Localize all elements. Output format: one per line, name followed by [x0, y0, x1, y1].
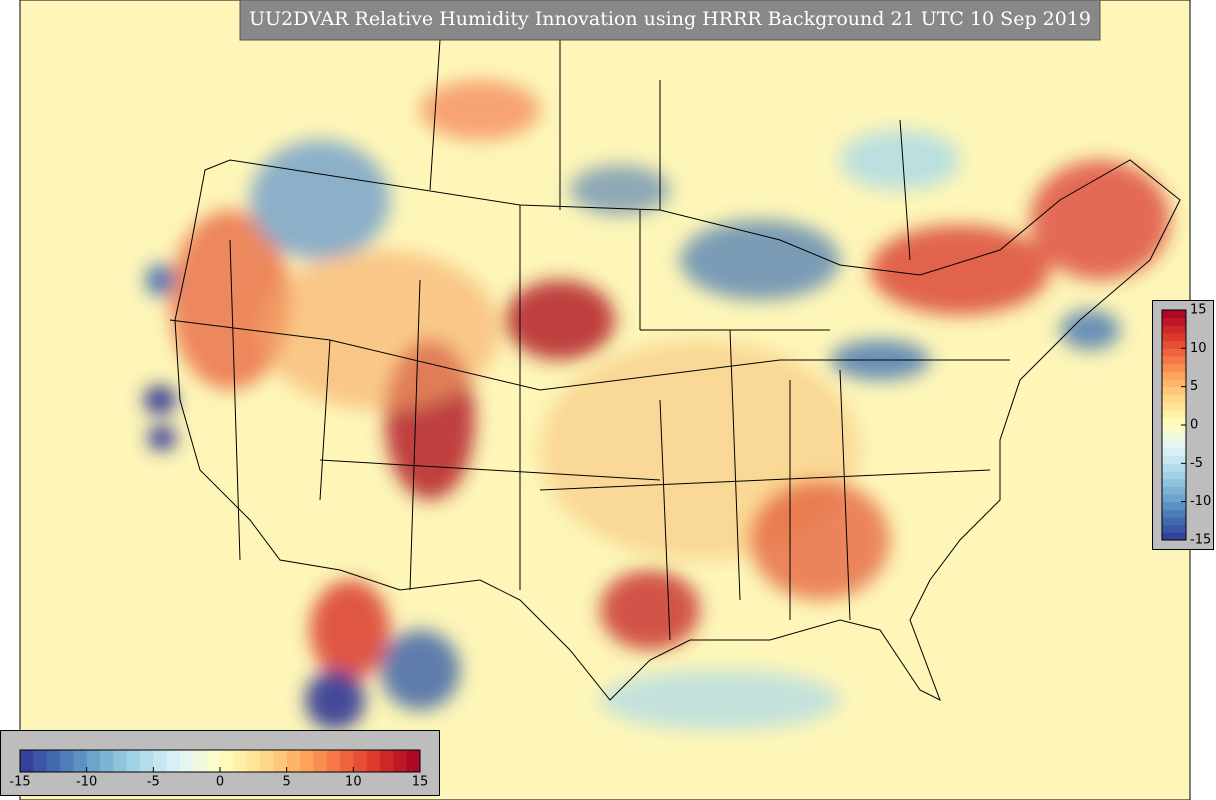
colorbar-step: [1162, 333, 1186, 342]
colorbar-step: [1162, 356, 1186, 365]
colorbar-step: [1162, 417, 1186, 426]
colorbar-tick-label: -5: [1190, 456, 1203, 471]
colorbar-step: [1162, 517, 1186, 526]
colorbar-step: [1162, 432, 1186, 441]
colorbar-step: [1162, 486, 1186, 495]
colorbar-step: [1162, 325, 1186, 334]
colorbar-step: [1162, 440, 1186, 449]
colorbar-tick-label: 5: [1190, 379, 1198, 394]
innovation-field: [144, 80, 1170, 730]
colorbar-step: [73, 750, 88, 772]
colorbar-tick-label: -5: [147, 775, 160, 790]
colorbar-step: [1162, 394, 1186, 403]
colorbar-step: [233, 750, 248, 772]
colorbar-step: [1162, 409, 1186, 418]
colorbar-step: [1162, 310, 1186, 319]
colorbar-step: [220, 750, 234, 772]
colorbar-tick-label: 15: [412, 775, 429, 790]
colorbar-tick-label: -10: [1190, 494, 1211, 509]
colorbar-step: [1162, 348, 1186, 357]
colorbar-step: [180, 750, 194, 772]
map-title: UU2DVAR Relative Humidity Innovation usi…: [249, 8, 1091, 30]
colorbar-step: [1162, 379, 1186, 388]
colorbar-step: [126, 750, 141, 772]
colorbar-step: [326, 750, 341, 772]
colorbar-step: [1162, 317, 1186, 326]
colorbar-step: [313, 750, 328, 772]
colorbar-step: [393, 750, 408, 772]
colorbar-step: [273, 750, 288, 772]
colorbar-tick-label: 15: [1190, 303, 1207, 318]
colorbar-step: [46, 750, 61, 772]
colorbar-step: [1162, 494, 1186, 503]
colorbar-step: [1162, 478, 1186, 487]
colorbar-step: [300, 750, 314, 772]
colorbar-step: [380, 750, 394, 772]
colorbar-step: [1162, 463, 1186, 472]
colorbar-step: [406, 750, 421, 772]
colorbar-tick-label: -10: [76, 775, 97, 790]
colorbar-tick-label: 10: [1190, 341, 1207, 356]
colorbar-step: [20, 750, 34, 772]
colorbar-tick-label: 10: [345, 775, 362, 790]
colorbar-step: [193, 750, 208, 772]
colorbar-step: [140, 750, 154, 772]
colorbar-step: [1162, 448, 1186, 457]
colorbar-step: [1162, 371, 1186, 380]
colorbar-tick-label: -15: [9, 775, 30, 790]
colorbar-step: [340, 750, 354, 772]
colorbar-step: [1162, 509, 1186, 518]
title-box: [239, 0, 1101, 41]
colorbar-step: [1162, 386, 1186, 395]
colorbar-step: [86, 750, 101, 772]
colorbar-step: [1162, 471, 1186, 480]
colorbar-tick-label: 5: [283, 775, 291, 790]
colorbar-step: [1162, 524, 1186, 533]
boundaries: [169, 10, 1181, 702]
colorbar-step: [1162, 340, 1186, 349]
colorbar-step: [246, 750, 261, 772]
colorbar-step: [1162, 402, 1186, 411]
colorbar-step: [1162, 363, 1186, 372]
colorbar-step: [353, 750, 368, 772]
colorbar-step: [100, 750, 114, 772]
colorbar-tick-label: 0: [1190, 418, 1198, 433]
colorbar-tick-label: 0: [216, 775, 224, 790]
colorbar-step: [166, 750, 181, 772]
colorbar-tick-label: -15: [1190, 533, 1211, 548]
colorbar-step: [286, 750, 301, 772]
colorbar-step: [1162, 532, 1186, 541]
colorbar-step: [1162, 455, 1186, 464]
colorbar-step: [366, 750, 381, 772]
colorbar-step: [60, 750, 74, 772]
colorbar-step: [260, 750, 274, 772]
colorbar-step: [153, 750, 168, 772]
colorbar-step: [33, 750, 48, 772]
colorbar-step: [113, 750, 128, 772]
colorbar-step: [1162, 425, 1186, 434]
colorbar-step: [206, 750, 221, 772]
colorbar-step: [1162, 501, 1186, 510]
